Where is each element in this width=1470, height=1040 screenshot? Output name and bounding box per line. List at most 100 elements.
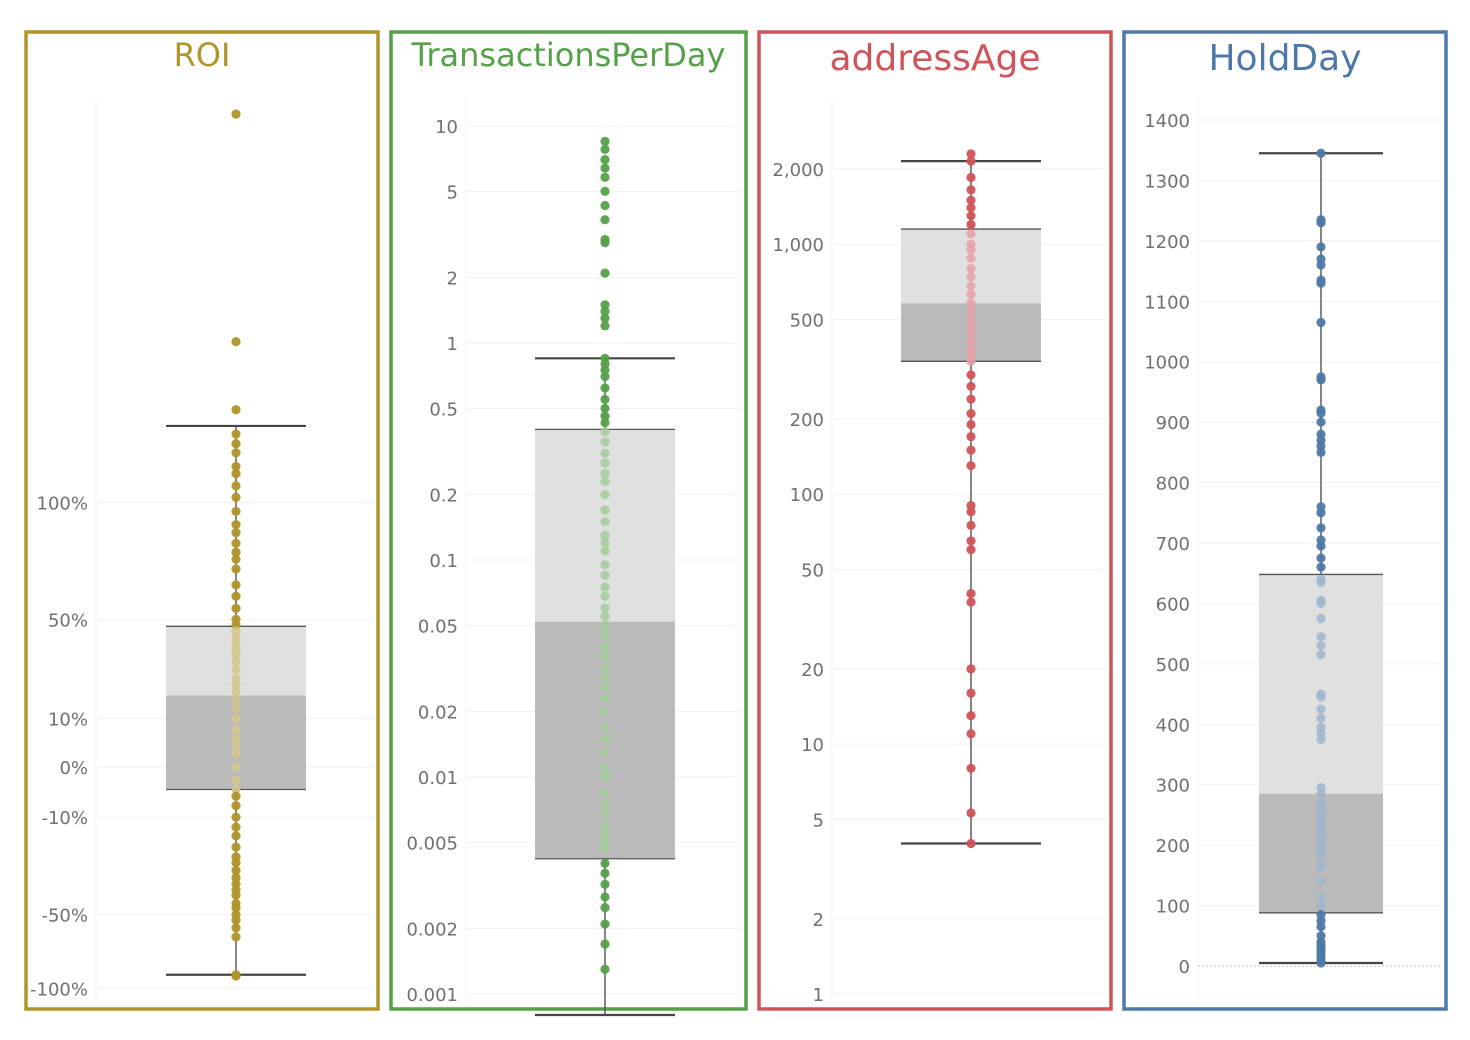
data-point — [600, 313, 610, 323]
data-point — [600, 268, 610, 278]
data-point — [231, 915, 241, 925]
data-point — [600, 238, 610, 248]
data-point — [966, 381, 976, 391]
tick-label: 0.5 — [429, 399, 458, 420]
data-point — [231, 971, 241, 981]
data-point — [231, 439, 241, 449]
data-point — [1316, 876, 1326, 887]
data-point — [1316, 553, 1326, 563]
data-point — [966, 272, 976, 282]
data-point — [600, 394, 610, 404]
data-point — [966, 253, 976, 263]
tick-label: 2 — [813, 910, 824, 931]
data-point — [231, 337, 241, 347]
data-point — [1316, 541, 1326, 551]
data-point — [231, 801, 241, 811]
data-point — [1316, 958, 1326, 968]
data-point — [231, 650, 241, 660]
data-point — [966, 149, 976, 159]
data-point — [600, 538, 610, 548]
data-point — [600, 868, 610, 878]
tick-label: 1100 — [1144, 292, 1190, 313]
data-point — [600, 772, 610, 782]
data-point — [600, 964, 610, 974]
tick-label: 10% — [48, 709, 88, 730]
data-point — [966, 229, 976, 239]
data-point — [600, 919, 610, 929]
data-point — [966, 185, 976, 195]
tick-label: 500 — [1156, 655, 1190, 676]
tick-label: 20 — [801, 660, 824, 681]
data-point — [966, 203, 976, 213]
data-point — [966, 321, 976, 331]
data-point — [231, 469, 241, 479]
tick-label: 0.2 — [429, 486, 458, 507]
tick-label: 50% — [48, 610, 88, 631]
data-point — [600, 200, 610, 211]
data-point — [231, 932, 241, 942]
data-point — [231, 687, 241, 697]
data-point — [600, 662, 610, 672]
tick-label: 1 — [447, 334, 458, 355]
data-point — [966, 219, 976, 230]
data-point — [966, 507, 976, 517]
panel-title-4: HoldDay — [1208, 38, 1361, 79]
data-point — [231, 791, 241, 801]
data-point — [1316, 278, 1326, 288]
data-point — [231, 109, 241, 119]
data-point — [1316, 900, 1326, 911]
data-point — [600, 722, 610, 732]
data-point — [966, 838, 976, 849]
data-point — [1316, 789, 1326, 799]
data-point — [600, 641, 610, 651]
data-point — [600, 570, 610, 580]
data-point — [1316, 734, 1326, 744]
panel-frame-2 — [389, 30, 748, 1011]
data-point — [600, 787, 610, 797]
tick-label: 1000 — [1144, 353, 1190, 374]
panel-title-1: ROI — [174, 36, 231, 74]
tick-label: 0% — [59, 758, 88, 779]
data-point — [966, 763, 976, 773]
data-point — [1316, 891, 1326, 902]
data-point — [600, 403, 610, 413]
data-point — [1316, 148, 1326, 158]
data-point — [231, 923, 241, 933]
data-point — [966, 664, 976, 674]
data-point — [966, 536, 976, 546]
data-point — [966, 172, 976, 183]
data-point — [600, 843, 610, 853]
data-point — [1316, 613, 1326, 624]
data-point — [966, 419, 976, 430]
data-point — [231, 528, 241, 538]
data-point — [231, 429, 241, 439]
data-point — [600, 458, 610, 468]
data-point — [231, 784, 241, 795]
data-point — [600, 591, 610, 601]
data-point — [1316, 508, 1326, 518]
data-point — [1316, 577, 1326, 587]
data-point — [600, 155, 610, 165]
data-point — [1316, 375, 1326, 385]
data-point — [1316, 317, 1326, 328]
tick-label: -10% — [41, 808, 88, 829]
data-point — [966, 394, 976, 404]
tick-label: 1300 — [1144, 171, 1190, 192]
data-point — [231, 673, 241, 683]
tick-label: 10 — [801, 735, 824, 756]
data-point — [600, 892, 610, 902]
data-point — [231, 564, 241, 574]
tick-label: 1200 — [1144, 232, 1190, 253]
data-point — [231, 842, 241, 852]
tick-label: -100% — [30, 980, 88, 1001]
data-point — [966, 298, 976, 308]
tick-label: 2,000 — [772, 160, 824, 181]
data-point — [966, 328, 976, 338]
data-point — [600, 799, 610, 809]
tick-label: -50% — [41, 906, 88, 927]
data-point — [600, 383, 610, 393]
data-point — [600, 365, 610, 375]
data-point — [231, 872, 241, 883]
data-point — [231, 626, 241, 636]
data-point — [966, 263, 976, 274]
